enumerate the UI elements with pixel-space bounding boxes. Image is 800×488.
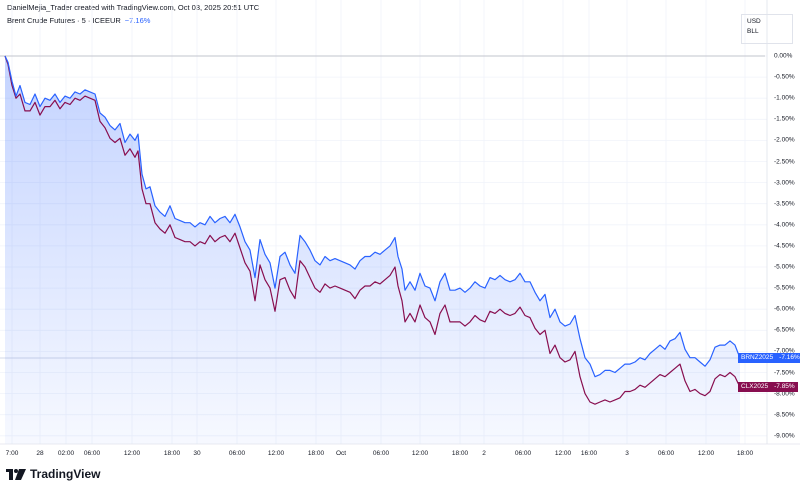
x-tick-label: 06:00: [228, 450, 246, 457]
y-tick-label: -8.50%: [774, 411, 795, 419]
y-tick-label: -5.50%: [774, 284, 795, 292]
attribution-text: DanielMejia_Trader created with TradingV…: [7, 3, 260, 12]
brn-tag-value: -7.16%: [779, 354, 800, 362]
y-tick-label: -4.00%: [774, 221, 795, 229]
x-tick-label: 18:00: [451, 450, 469, 457]
x-tick-label: 28: [36, 450, 44, 457]
x-tick-label: 3: [625, 450, 629, 457]
symbol-legend[interactable]: Brent Crude Futures · 5 · ICEEUR −7.16%: [7, 16, 150, 25]
x-tick-label: 12:00: [554, 450, 572, 457]
currency-unit-box[interactable]: USD BLL: [741, 14, 793, 44]
symbol-name: Brent Crude Futures · 5 · ICEEUR: [7, 16, 121, 25]
y-tick-label: -8.00%: [774, 390, 795, 398]
currency-label: USD: [747, 18, 761, 25]
y-tick-label: -1.00%: [774, 94, 795, 102]
x-tick-label: 2: [482, 450, 486, 457]
brn-price-tag: BRNZ2025 -7.16%: [738, 353, 800, 364]
x-tick-label: 18:00: [163, 450, 181, 457]
x-tick-label: 7:00: [5, 450, 19, 457]
x-tick-label: 12:00: [123, 450, 141, 457]
x-tick-label: 12:00: [411, 450, 429, 457]
x-tick-label: 02:00: [57, 450, 75, 457]
x-tick-label: 06:00: [83, 450, 101, 457]
y-tick-label: -5.00%: [774, 263, 795, 271]
y-tick-label: -7.00%: [774, 347, 795, 355]
y-tick-label: -7.50%: [774, 369, 795, 376]
brn-tag-symbol: BRNZ2025: [741, 354, 774, 362]
y-tick-label: 0.00%: [774, 52, 793, 60]
tradingview-logo-text: TradingView: [30, 467, 101, 481]
y-tick-label: -3.00%: [774, 179, 795, 187]
x-tick-label: 18:00: [736, 450, 754, 457]
y-tick-label: -3.50%: [774, 200, 795, 208]
clx-tag-value: -7.85%: [774, 383, 795, 391]
y-tick-label: -9.00%: [774, 432, 795, 440]
x-tick-label: 18:00: [307, 450, 325, 457]
clx-tag-symbol: CLX2025: [741, 383, 769, 391]
x-tick-label: 06:00: [657, 450, 675, 457]
clx-price-tag: CLX2025 -7.85%: [738, 382, 798, 393]
price-chart[interactable]: [0, 0, 800, 460]
y-tick-label: -4.50%: [774, 242, 795, 250]
x-tick-label: 16:00: [580, 450, 598, 457]
y-tick-label: -2.00%: [774, 136, 795, 144]
unit-label: BLL: [747, 28, 759, 35]
brn-series-line: [4, 55, 741, 378]
symbol-change: −7.16%: [124, 16, 151, 25]
x-tick-label: 12:00: [267, 450, 285, 457]
x-tick-label: 06:00: [372, 450, 390, 457]
y-tick-label: -6.00%: [774, 305, 795, 313]
x-tick-label: Oct: [335, 450, 347, 457]
y-tick-label: -2.50%: [774, 158, 795, 165]
tradingview-logo[interactable]: TradingView: [6, 467, 100, 481]
y-tick-label: -1.50%: [774, 115, 795, 123]
y-tick-label: -0.50%: [774, 73, 795, 81]
y-tick-label: -6.50%: [774, 326, 795, 334]
brn-area-fill: [5, 56, 740, 444]
clx-series-line: [4, 55, 741, 405]
tradingview-logo-icon: [6, 468, 26, 480]
x-tick-label: 06:00: [514, 450, 532, 457]
x-tick-label: 30: [193, 450, 201, 457]
x-tick-label: 12:00: [697, 450, 715, 457]
